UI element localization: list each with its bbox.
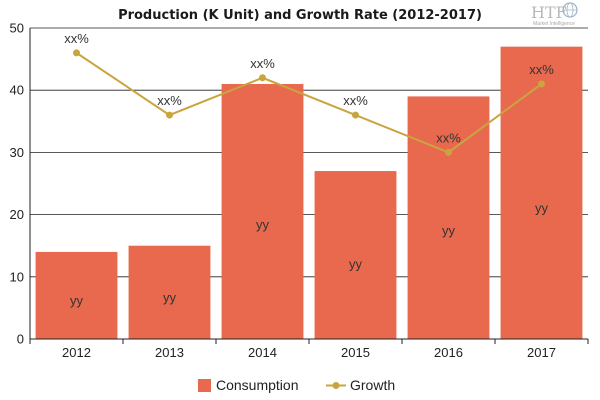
bar-series-consumption: yy yy yy yy yy yy xyxy=(35,46,583,339)
legend-swatch-consumption xyxy=(198,379,211,392)
watermark-brand: HTF xyxy=(531,3,567,22)
growth-point xyxy=(73,49,80,57)
bar-label: yy xyxy=(256,217,270,232)
bar xyxy=(407,96,490,339)
growth-point-label: xx% xyxy=(64,31,89,46)
watermark-logo: HTF Market Intelligence xyxy=(531,2,578,27)
bar xyxy=(35,251,118,339)
x-tick-label: 2013 xyxy=(155,345,184,360)
legend: Consumption Growth xyxy=(198,377,395,393)
growth-point-label: xx% xyxy=(436,130,461,145)
growth-line xyxy=(75,52,543,154)
y-tick-label: 10 xyxy=(10,269,24,284)
line-series-growth: xx% xx% xx% xx% xx% xx% xyxy=(64,31,554,156)
growth-point-label: xx% xyxy=(343,93,368,108)
growth-point xyxy=(352,111,359,119)
bar-label: yy xyxy=(163,290,177,305)
x-tick-label: 2015 xyxy=(341,345,370,360)
bar xyxy=(128,245,211,339)
legend-label-growth: Growth xyxy=(350,377,395,393)
x-tick-label: 2016 xyxy=(434,345,463,360)
x-axis: 2012 2013 2014 2015 2016 2017 xyxy=(29,339,589,360)
bar xyxy=(221,83,304,339)
y-tick-label: 30 xyxy=(10,145,24,160)
x-tick-label: 2014 xyxy=(248,345,277,360)
legend-label-consumption: Consumption xyxy=(216,377,299,393)
chart-title: Production (K Unit) and Growth Rate (201… xyxy=(118,8,482,23)
growth-point xyxy=(538,80,545,88)
bar-label: yy xyxy=(535,200,549,215)
y-tick-label: 40 xyxy=(10,83,24,98)
y-tick-label: 20 xyxy=(10,207,24,222)
growth-point xyxy=(445,148,452,156)
x-tick-label: 2017 xyxy=(527,345,556,360)
y-tick-label: 0 xyxy=(17,332,24,347)
legend-swatch-growth-marker xyxy=(332,382,340,389)
x-tick-label: 2012 xyxy=(62,345,91,360)
growth-point-label: xx% xyxy=(529,62,554,77)
bar xyxy=(314,171,397,339)
bar xyxy=(500,46,583,339)
growth-point xyxy=(166,111,173,119)
y-axis: 0 10 20 30 40 50 xyxy=(10,21,24,347)
gridlines xyxy=(30,27,588,278)
growth-point-label: xx% xyxy=(250,56,275,71)
growth-point xyxy=(259,74,266,82)
bar-label: yy xyxy=(349,256,363,271)
bar-label: yy xyxy=(442,223,456,238)
watermark-tagline: Market Intelligence xyxy=(533,21,575,27)
y-tick-label: 50 xyxy=(10,21,24,36)
globe-icon xyxy=(562,2,578,18)
bar-label: yy xyxy=(70,293,84,308)
growth-point-label: xx% xyxy=(157,93,182,108)
